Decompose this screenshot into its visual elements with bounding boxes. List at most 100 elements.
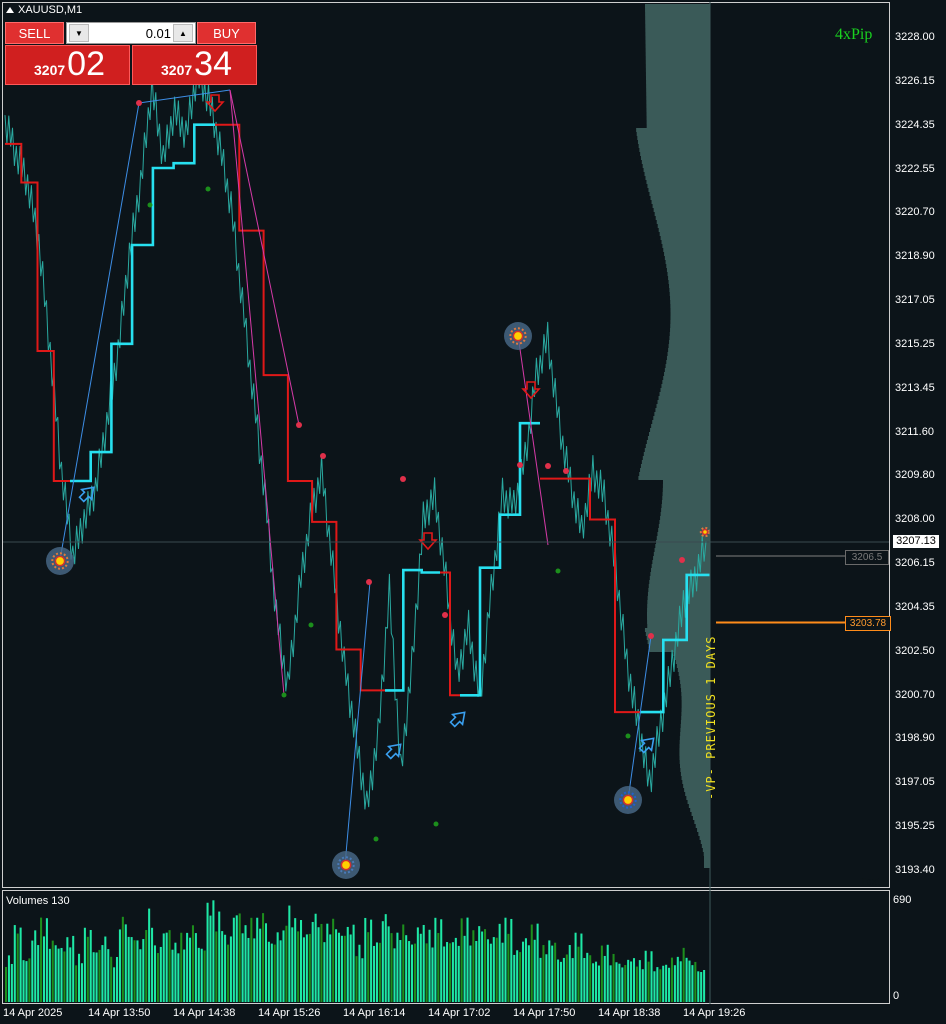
volume-bar bbox=[565, 954, 568, 1002]
volume-profile-bar bbox=[690, 808, 710, 812]
swing-low-dot bbox=[205, 186, 211, 192]
price-tick-label: 3217.05 bbox=[895, 294, 935, 307]
lot-decrease-button[interactable]: ▼ bbox=[69, 24, 89, 42]
volume-profile-bar bbox=[704, 864, 710, 868]
volume-profile-bar bbox=[670, 328, 710, 332]
volume-bar bbox=[425, 943, 428, 1002]
text-object-label[interactable]: Text bbox=[860, 876, 881, 888]
volume-profile-bar bbox=[675, 660, 710, 664]
volume-bar bbox=[323, 942, 326, 1002]
volume-profile-bar bbox=[681, 700, 710, 704]
volume-bar bbox=[431, 947, 434, 1002]
volume-profile-bar bbox=[644, 172, 710, 176]
lot-size-input[interactable]: ▼ 0.01 ▲ bbox=[66, 22, 196, 44]
volume-bar bbox=[13, 925, 16, 1002]
volume-profile-bar bbox=[665, 260, 710, 264]
trailing-stop-down-line bbox=[540, 477, 640, 714]
buy-price-prefix: 3207 bbox=[161, 62, 193, 78]
volume-bar bbox=[297, 931, 300, 1002]
volume-profile-bar bbox=[679, 760, 710, 764]
volume-bar bbox=[194, 933, 197, 1002]
volume-profile-bar bbox=[647, 436, 710, 440]
sell-button[interactable]: SELL bbox=[5, 22, 64, 44]
volume-bar bbox=[440, 919, 443, 1002]
volume-profile-bar bbox=[645, 64, 710, 68]
volume-bar bbox=[78, 953, 81, 1002]
volume-bar bbox=[159, 946, 162, 1002]
gray-level-label: 3206.5 bbox=[845, 550, 889, 565]
time-tick-label: 14 Apr 14:38 bbox=[173, 1007, 236, 1019]
sell-price-box[interactable]: 3207 02 bbox=[5, 45, 130, 85]
volume-profile-bar bbox=[683, 784, 710, 788]
volume-bar bbox=[703, 970, 706, 1002]
volume-bar bbox=[454, 937, 457, 1002]
volume-profile-bar bbox=[703, 852, 710, 856]
volume-bar bbox=[451, 942, 454, 1002]
trailing-stop-up-line bbox=[385, 568, 440, 692]
volume-bar bbox=[256, 917, 259, 1002]
lot-increase-button[interactable]: ▲ bbox=[173, 24, 193, 42]
zigzag-line bbox=[229, 89, 300, 426]
volume-profile-bar bbox=[640, 152, 710, 156]
zigzag-line bbox=[517, 334, 549, 546]
zigzag-line bbox=[138, 89, 231, 104]
volume-profile-bar bbox=[679, 748, 710, 752]
volume-bar bbox=[600, 945, 603, 1002]
volume-bar bbox=[410, 944, 414, 1002]
volume-bar bbox=[253, 938, 256, 1002]
buy-button[interactable]: BUY bbox=[197, 22, 256, 44]
volume-bar bbox=[156, 953, 159, 1002]
volume-bar bbox=[364, 917, 367, 1002]
volume-bar bbox=[177, 953, 180, 1002]
volume-bar bbox=[583, 957, 586, 1002]
volume-bar bbox=[358, 944, 361, 1002]
volume-bar bbox=[285, 925, 288, 1002]
volume-profile-bar bbox=[680, 772, 710, 776]
volume-bar bbox=[40, 917, 43, 1002]
volume-bar bbox=[291, 927, 294, 1002]
volume-profile-bar bbox=[674, 656, 710, 660]
volume-bar bbox=[688, 960, 691, 1002]
volume-profile-bar bbox=[645, 8, 710, 12]
volume-profile-bar bbox=[662, 484, 710, 488]
trailing-stop-up-line bbox=[460, 421, 540, 697]
volume-bar bbox=[428, 929, 431, 1002]
volume-bar bbox=[171, 949, 174, 1002]
trailing-stop-down-line bbox=[215, 123, 385, 692]
volume-bar bbox=[390, 933, 393, 1002]
volume-bar bbox=[80, 963, 83, 1002]
volume-profile-bar bbox=[685, 792, 710, 796]
zigzag-line bbox=[344, 581, 371, 866]
volume-bar bbox=[682, 947, 685, 1002]
volume-bar bbox=[472, 930, 475, 1002]
pivot-marker-center bbox=[54, 555, 66, 567]
volume-profile-bar bbox=[666, 268, 710, 272]
volume-profile-bar bbox=[670, 320, 710, 324]
volume-profile-bar bbox=[645, 20, 710, 24]
volume-profile-bar bbox=[645, 16, 710, 20]
buy-price-box[interactable]: 3207 34 bbox=[132, 45, 257, 85]
volume-profile-bar bbox=[645, 60, 710, 64]
volume-profile-bar bbox=[657, 224, 710, 228]
volume-bar bbox=[580, 933, 583, 1002]
volume-bar bbox=[5, 966, 8, 1002]
volume-bar bbox=[31, 940, 34, 1002]
chart-title: XAUUSD,M1 bbox=[6, 4, 82, 16]
volume-profile-bar bbox=[662, 492, 710, 496]
volume-bar bbox=[209, 915, 212, 1002]
volume-profile-bar bbox=[704, 856, 710, 860]
volume-bar bbox=[408, 941, 411, 1002]
volume-bar bbox=[370, 919, 373, 1002]
lot-size-value[interactable]: 0.01 bbox=[145, 26, 171, 41]
volume-bar bbox=[197, 947, 200, 1002]
volume-profile-bar bbox=[662, 496, 710, 500]
volume-profile-bar bbox=[647, 600, 710, 604]
volume-bar bbox=[113, 967, 116, 1002]
volume-profile-bar bbox=[646, 76, 710, 80]
volume-profile-bar bbox=[646, 100, 710, 104]
volume-profile-bar bbox=[658, 228, 710, 232]
volume-profile-bar bbox=[684, 788, 710, 792]
volume-profile-bar bbox=[679, 752, 710, 756]
